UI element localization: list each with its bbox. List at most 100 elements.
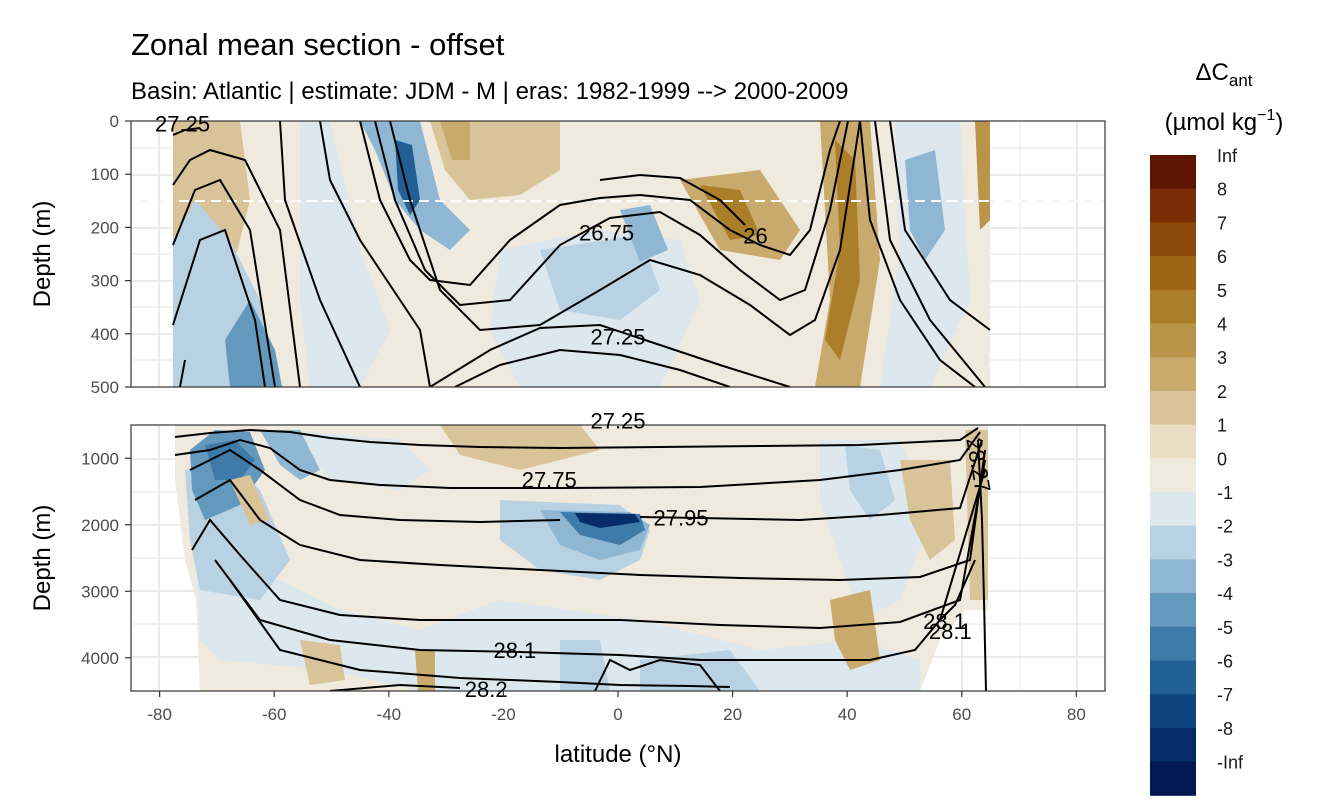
upper-negative-core <box>395 140 420 215</box>
legend-key <box>1150 289 1196 324</box>
lower-negative-east <box>820 440 930 620</box>
upper-y-tick-label: 100 <box>91 165 119 184</box>
legend-key <box>1150 188 1196 223</box>
isopycnal-lower-11 <box>977 439 987 691</box>
legend-label: -Inf <box>1217 753 1244 773</box>
lower-negative-east2 <box>845 445 895 520</box>
legend-key <box>1150 727 1196 763</box>
isopycnal-lower-8 <box>229 579 731 688</box>
upper-negative-center3 <box>620 205 668 262</box>
legend-label: 0 <box>1217 449 1227 469</box>
legend-key <box>1150 626 1196 661</box>
lower-negative-core <box>575 513 640 528</box>
legend-key <box>1150 390 1196 426</box>
upper-positive-mid-core <box>440 121 470 160</box>
isopycnal-upper-6 <box>279 121 361 387</box>
legend-key <box>1150 424 1196 459</box>
lower-y-tick-label: 1000 <box>81 449 119 468</box>
isopycnal-lower-7 <box>214 469 986 661</box>
x-tick-label: 40 <box>838 705 857 724</box>
legend-key <box>1150 357 1196 392</box>
legend-label: 6 <box>1217 247 1227 267</box>
lower-negative-deep <box>196 560 920 691</box>
isopycnal-upper-3 <box>172 178 276 387</box>
isopycnal-upper-9 <box>374 121 849 307</box>
upper-positive-right-core <box>825 140 860 360</box>
isopycnal-label: 28.2 <box>465 677 508 702</box>
lower-field <box>175 425 988 691</box>
legend-label: -5 <box>1217 618 1233 638</box>
lower-y-tick-label: 2000 <box>81 516 119 535</box>
legend-label: -1 <box>1217 483 1233 503</box>
x-tick-label: -80 <box>147 705 172 724</box>
isopycnal-label: 27.25 <box>590 408 645 433</box>
legend-keys: Inf 8 7 6 5 4 3 2 1 0 -1 -2 -3 -4 -5 -6 -7 -8 -Inf <box>1150 146 1244 796</box>
upper-y-axis-title: Depth (m) <box>29 201 56 308</box>
upper-panel-border <box>130 120 1106 388</box>
upper-negative-south-core <box>225 300 282 387</box>
upper-contour-labels: 27.25 26.75 26 27.25 <box>155 112 768 350</box>
legend-label: -8 <box>1217 719 1233 739</box>
x-tick-label: 60 <box>952 705 971 724</box>
x-axis: -80 -60 -40 -20 0 20 40 60 80 <box>147 691 1086 724</box>
legend-title-line1: ΔCant <box>1195 59 1252 90</box>
x-tick-label: 0 <box>613 705 622 724</box>
legend-key <box>1150 155 1196 190</box>
legend-label: -7 <box>1217 685 1233 705</box>
lower-positive-south <box>230 475 270 525</box>
legend-label: 1 <box>1217 416 1227 436</box>
isopycnal-upper-1 <box>172 127 201 136</box>
isopycnal-label: 26.75 <box>579 221 634 246</box>
legend-key <box>1150 222 1196 257</box>
isopycnal-label: 28.1 <box>923 609 966 634</box>
legend-label: Inf <box>1217 146 1238 166</box>
lower-isopycnals <box>174 427 987 691</box>
lower-positive-deep-west <box>300 640 345 685</box>
isopycnal-upper-7 <box>319 121 431 387</box>
legend-key <box>1150 323 1196 358</box>
legend-label: 5 <box>1217 281 1227 301</box>
isopycnal-lower-3 <box>189 448 561 524</box>
legend-key <box>1150 660 1196 695</box>
isopycnal-upper-13 <box>454 348 731 387</box>
isopycnal-label: 28.1 <box>929 619 972 644</box>
upper-y-tick-label: 400 <box>91 325 119 344</box>
upper-y-tick-label: 300 <box>91 272 119 291</box>
legend-label: 7 <box>1217 213 1227 233</box>
x-tick-label: -20 <box>491 705 516 724</box>
legend-key <box>1150 694 1196 729</box>
legend-key <box>1150 492 1196 527</box>
upper-negative-south2 <box>300 121 390 387</box>
upper-y-tick-label: 0 <box>110 112 119 131</box>
isopycnal-label: 26 <box>743 223 767 248</box>
lower-negative-band <box>290 430 430 490</box>
isopycnal-lower-6 <box>191 459 986 630</box>
upper-y-axis: 0 100 200 300 400 500 <box>91 112 131 397</box>
isopycnal-label: 27.75 <box>522 468 577 493</box>
upper-panel: 27.25 26.75 26 27.25 <box>130 112 1106 388</box>
legend-key <box>1150 761 1196 796</box>
legend-key <box>1150 525 1196 560</box>
legend-key <box>1150 256 1196 291</box>
isopycnal-upper-8 <box>359 121 841 287</box>
upper-isopycnals <box>172 121 991 387</box>
legend-label: -2 <box>1217 517 1233 537</box>
upper-y-tick-label: 500 <box>91 378 119 397</box>
lower-negative-band2 <box>260 430 320 480</box>
legend-label: -6 <box>1217 652 1233 672</box>
isopycnal-lower-2 <box>174 431 981 489</box>
upper-positive-edge <box>975 121 990 230</box>
lower-y-tick-label: 3000 <box>81 582 119 601</box>
legend: ΔCant (µmol kg−1) Inf 8 7 6 5 4 3 2 1 0 -1 -2 -3 -4 -5… <box>1150 59 1283 796</box>
legend-key <box>1150 559 1196 594</box>
legend-label: -4 <box>1217 584 1233 604</box>
legend-label: 8 <box>1217 180 1227 200</box>
isopycnal-label: 27.95 <box>653 505 708 530</box>
isopycnal-lower-12 <box>939 559 976 621</box>
lower-y-axis: 1000 2000 3000 4000 <box>81 449 131 668</box>
upper-negative-east-core <box>905 150 945 260</box>
legend-label: -3 <box>1217 550 1233 570</box>
upper-negative-center2 <box>540 235 660 320</box>
